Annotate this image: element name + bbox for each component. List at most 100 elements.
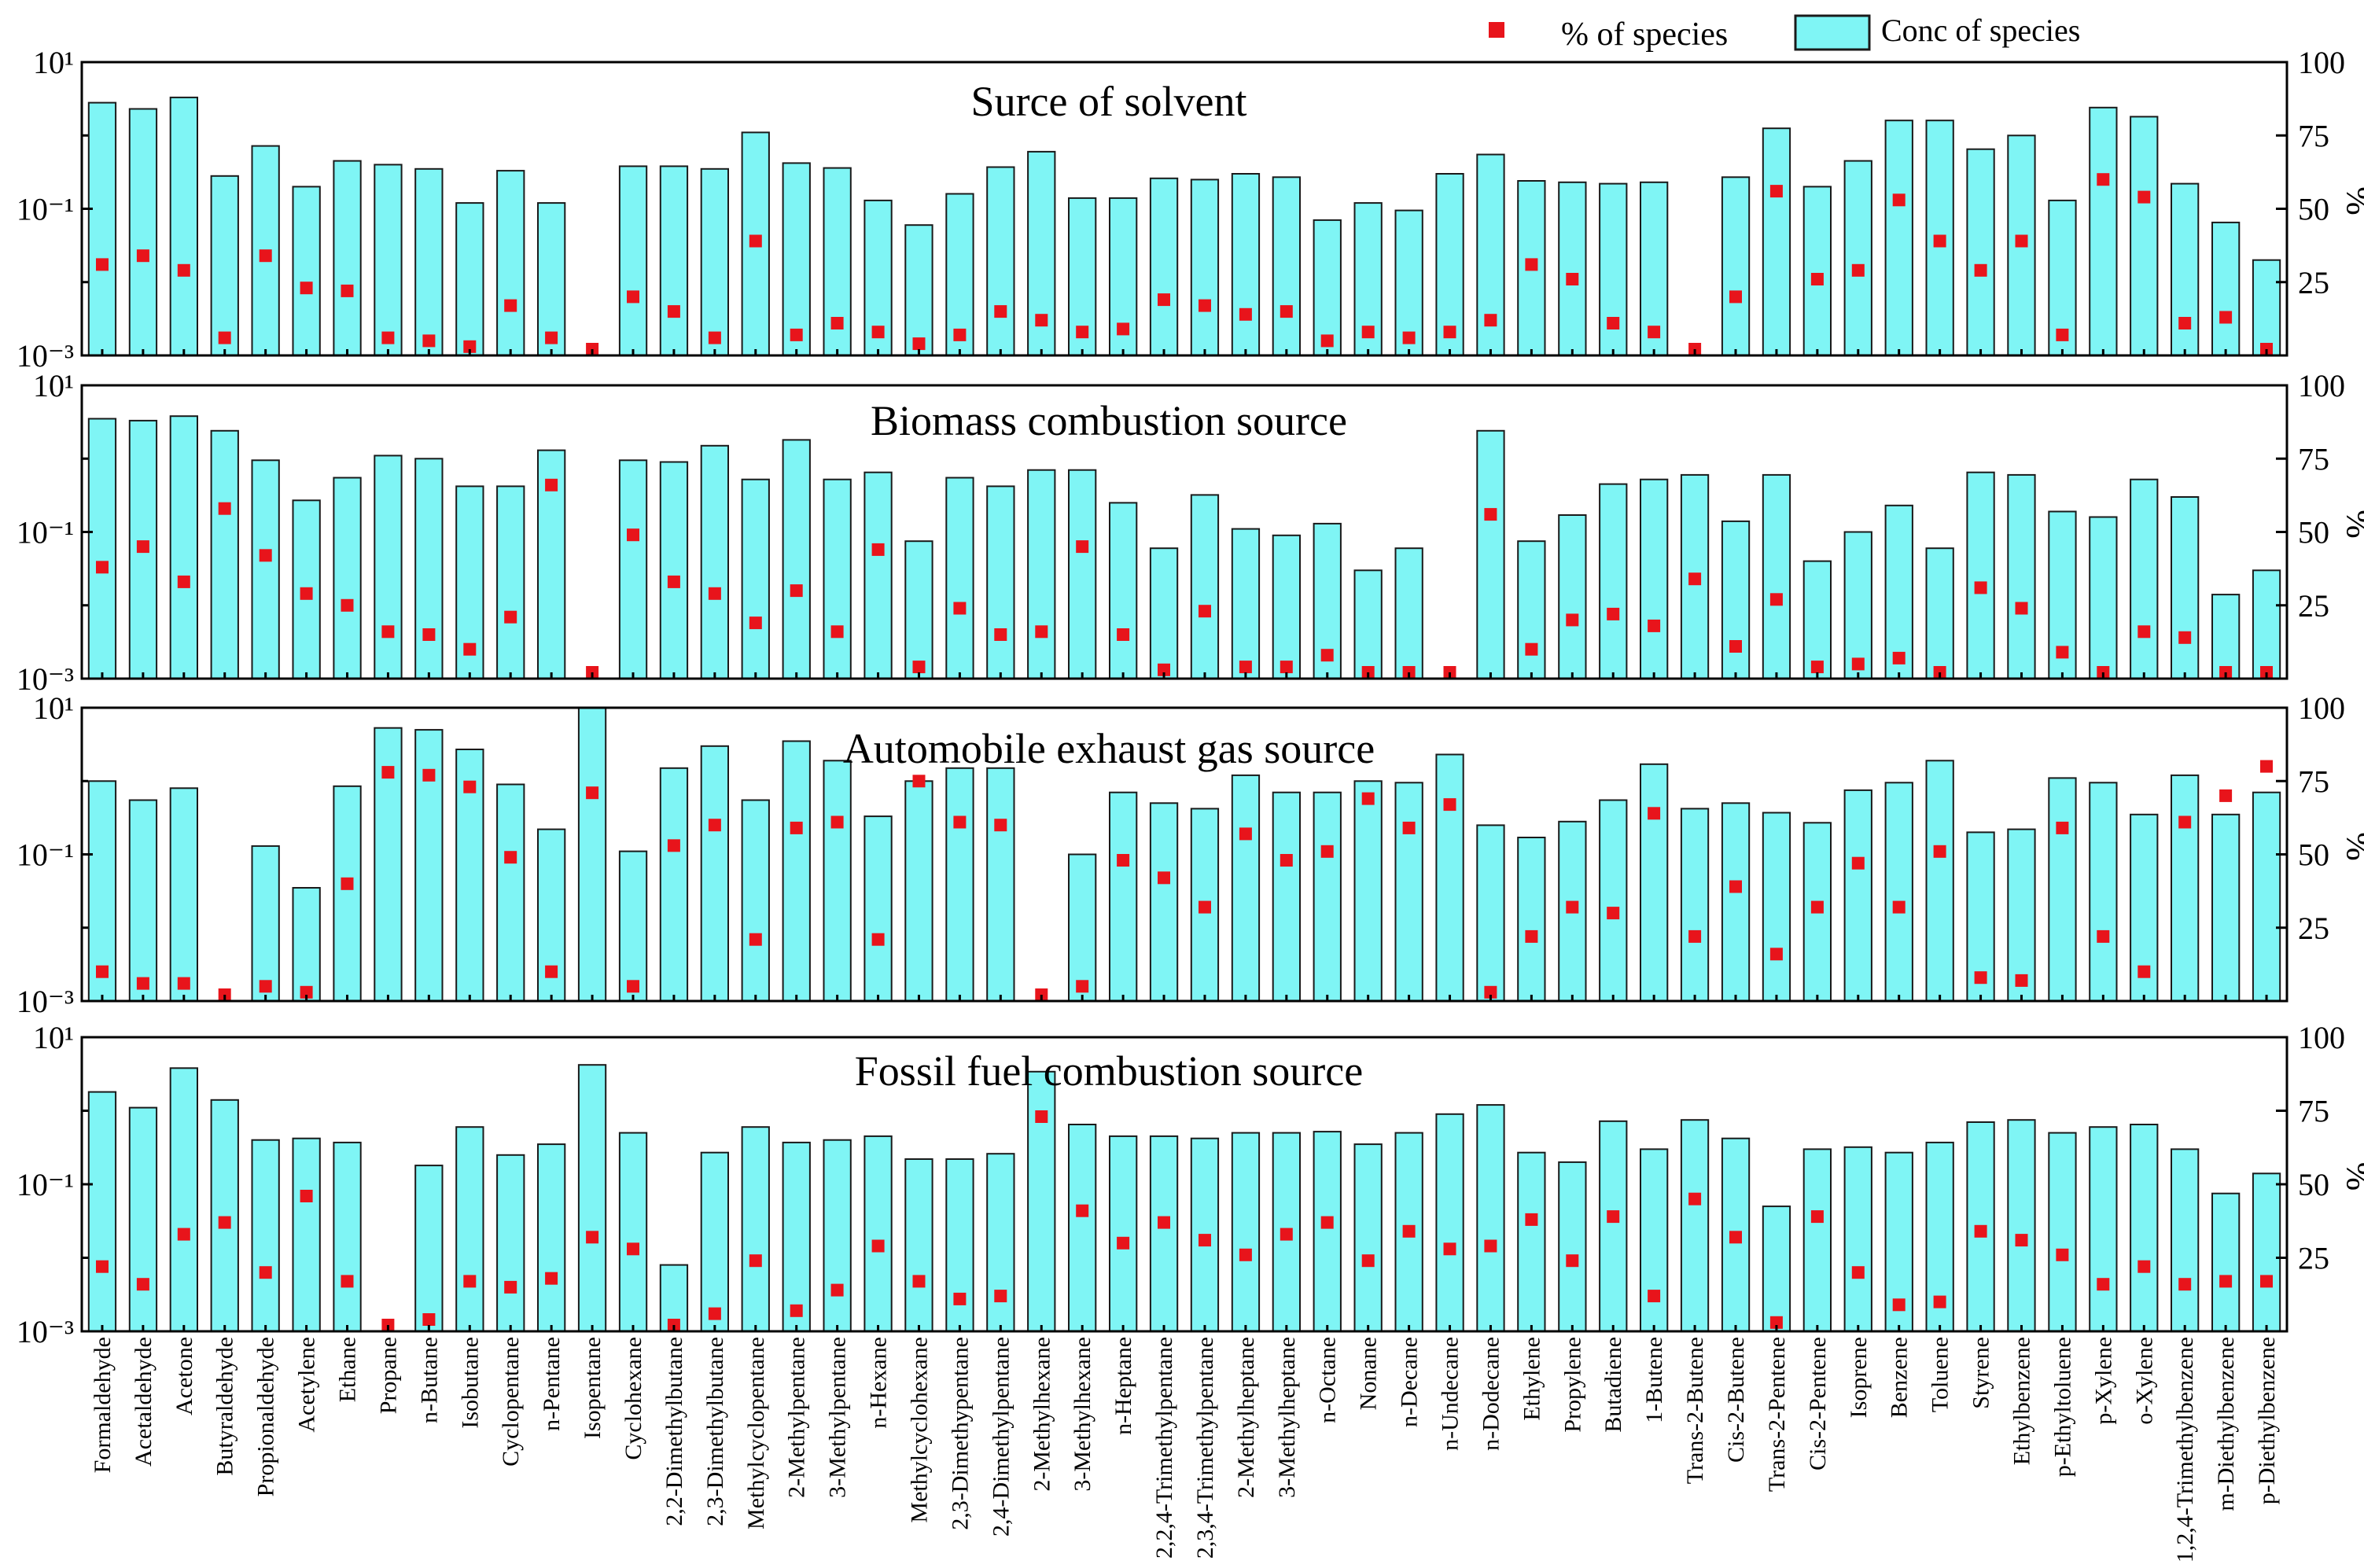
bar-4-31 bbox=[1313, 1131, 1342, 1332]
bar-1-53 bbox=[2211, 221, 2241, 356]
bar-2-15 bbox=[659, 461, 689, 679]
point-1-10 bbox=[463, 340, 477, 353]
left-tick-label-4-1: 10¹ bbox=[33, 1020, 74, 1055]
bar-2-1 bbox=[87, 418, 117, 679]
point-3-37 bbox=[1566, 900, 1579, 914]
point-4-32 bbox=[1361, 1254, 1375, 1268]
x-label-26: n-Heptane bbox=[1110, 1337, 1136, 1435]
x-label-45: Benzene bbox=[1887, 1337, 1913, 1418]
right-tick-label-2-4: 25 bbox=[2298, 588, 2329, 624]
legend-bar-swatch bbox=[1794, 14, 1871, 51]
point-1-48 bbox=[2015, 234, 2028, 248]
bar-3-50 bbox=[2089, 782, 2118, 1002]
point-3-35 bbox=[1484, 985, 1497, 999]
bar-3-29 bbox=[1231, 774, 1261, 1003]
bar-2-18 bbox=[782, 439, 811, 680]
bar-3-34 bbox=[1435, 753, 1464, 1002]
x-label-4: Butyraldehyde bbox=[212, 1337, 238, 1476]
bar-4-17 bbox=[741, 1126, 770, 1332]
point-2-39 bbox=[1648, 619, 1661, 632]
point-1-50 bbox=[2097, 173, 2110, 186]
point-2-1 bbox=[96, 561, 109, 574]
point-3-1 bbox=[96, 965, 109, 978]
bar-4-29 bbox=[1231, 1132, 1261, 1332]
x-label-5: Propionaldehyde bbox=[253, 1337, 279, 1496]
bar-4-23 bbox=[986, 1153, 1015, 1332]
bar-3-1 bbox=[87, 780, 117, 1003]
bar-2-39 bbox=[1640, 478, 1669, 680]
x-label-2: Acetaldehyde bbox=[131, 1337, 156, 1467]
bar-1-8 bbox=[374, 164, 403, 356]
bar-3-37 bbox=[1558, 820, 1587, 1003]
point-1-20 bbox=[871, 326, 885, 339]
point-1-37 bbox=[1566, 273, 1579, 285]
point-2-45 bbox=[1892, 651, 1906, 664]
point-1-49 bbox=[2056, 328, 2069, 341]
bar-2-52 bbox=[2171, 496, 2200, 679]
point-4-52 bbox=[2178, 1278, 2192, 1291]
x-label-3: Acetone bbox=[171, 1337, 197, 1415]
point-3-11 bbox=[504, 851, 517, 864]
bar-3-39 bbox=[1640, 763, 1669, 1002]
point-1-22 bbox=[953, 328, 967, 341]
legend: % of species Conc of species bbox=[1489, 13, 2080, 53]
point-1-19 bbox=[830, 317, 844, 329]
point-4-19 bbox=[830, 1283, 844, 1297]
bar-4-3 bbox=[169, 1067, 198, 1333]
bar-4-25 bbox=[1068, 1124, 1097, 1332]
x-label-8: Propane bbox=[375, 1337, 401, 1414]
bar-2-50 bbox=[2089, 516, 2118, 679]
bar-2-29 bbox=[1231, 528, 1261, 679]
x-label-32: Nonane bbox=[1356, 1337, 1382, 1410]
point-4-10 bbox=[463, 1275, 477, 1288]
bar-1-52 bbox=[2171, 182, 2200, 356]
bar-3-46 bbox=[1925, 760, 1954, 1002]
point-3-42 bbox=[1769, 948, 1783, 961]
left-tick-label-3-3: 10⁻³ bbox=[17, 984, 74, 1019]
bar-2-36 bbox=[1517, 540, 1546, 680]
point-3-12 bbox=[545, 965, 558, 978]
point-1-21 bbox=[912, 337, 926, 351]
bar-3-6 bbox=[292, 887, 321, 1002]
bar-4-12 bbox=[537, 1143, 566, 1332]
point-2-51 bbox=[2138, 625, 2151, 639]
bar-1-9 bbox=[414, 167, 444, 356]
point-4-33 bbox=[1402, 1224, 1416, 1238]
point-2-49 bbox=[2056, 646, 2069, 659]
point-1-26 bbox=[1117, 322, 1130, 336]
right-tick-label-3-4: 25 bbox=[2298, 911, 2329, 946]
point-2-36 bbox=[1525, 642, 1538, 656]
bar-3-49 bbox=[2048, 777, 2077, 1003]
bar-2-3 bbox=[169, 415, 198, 679]
bar-2-23 bbox=[986, 485, 1015, 680]
x-label-11: Cyclopentane bbox=[498, 1337, 524, 1467]
point-4-48 bbox=[2015, 1234, 2028, 1247]
bar-4-13 bbox=[577, 1064, 607, 1332]
left-tick-label-2-1: 10¹ bbox=[33, 368, 74, 403]
x-label-23: 2,4-Dimethylpentane bbox=[988, 1337, 1014, 1537]
bar-3-19 bbox=[823, 760, 852, 1002]
point-4-54 bbox=[2260, 1275, 2273, 1288]
x-label-17: Methylcyclopentane bbox=[743, 1337, 769, 1529]
point-3-29 bbox=[1239, 827, 1252, 841]
left-tick-label-2-3: 10⁻³ bbox=[17, 661, 74, 697]
bar-3-38 bbox=[1599, 799, 1628, 1002]
bar-2-25 bbox=[1068, 469, 1097, 679]
x-label-41: Cis-2-Butene bbox=[1723, 1337, 1749, 1463]
point-4-24 bbox=[1035, 1110, 1048, 1123]
bar-3-42 bbox=[1762, 812, 1791, 1002]
bar-2-17 bbox=[741, 478, 770, 680]
point-4-47 bbox=[1974, 1224, 1987, 1238]
bar-2-11 bbox=[496, 485, 525, 680]
bar-2-20 bbox=[863, 471, 893, 679]
bar-3-26 bbox=[1109, 791, 1138, 1002]
point-1-9 bbox=[422, 334, 436, 348]
bar-1-16 bbox=[700, 167, 730, 356]
point-2-8 bbox=[381, 625, 395, 639]
bar-4-19 bbox=[823, 1139, 852, 1332]
point-1-24 bbox=[1035, 314, 1048, 327]
point-4-13 bbox=[586, 1231, 599, 1244]
bar-2-33 bbox=[1394, 547, 1423, 680]
bar-4-52 bbox=[2171, 1148, 2200, 1333]
